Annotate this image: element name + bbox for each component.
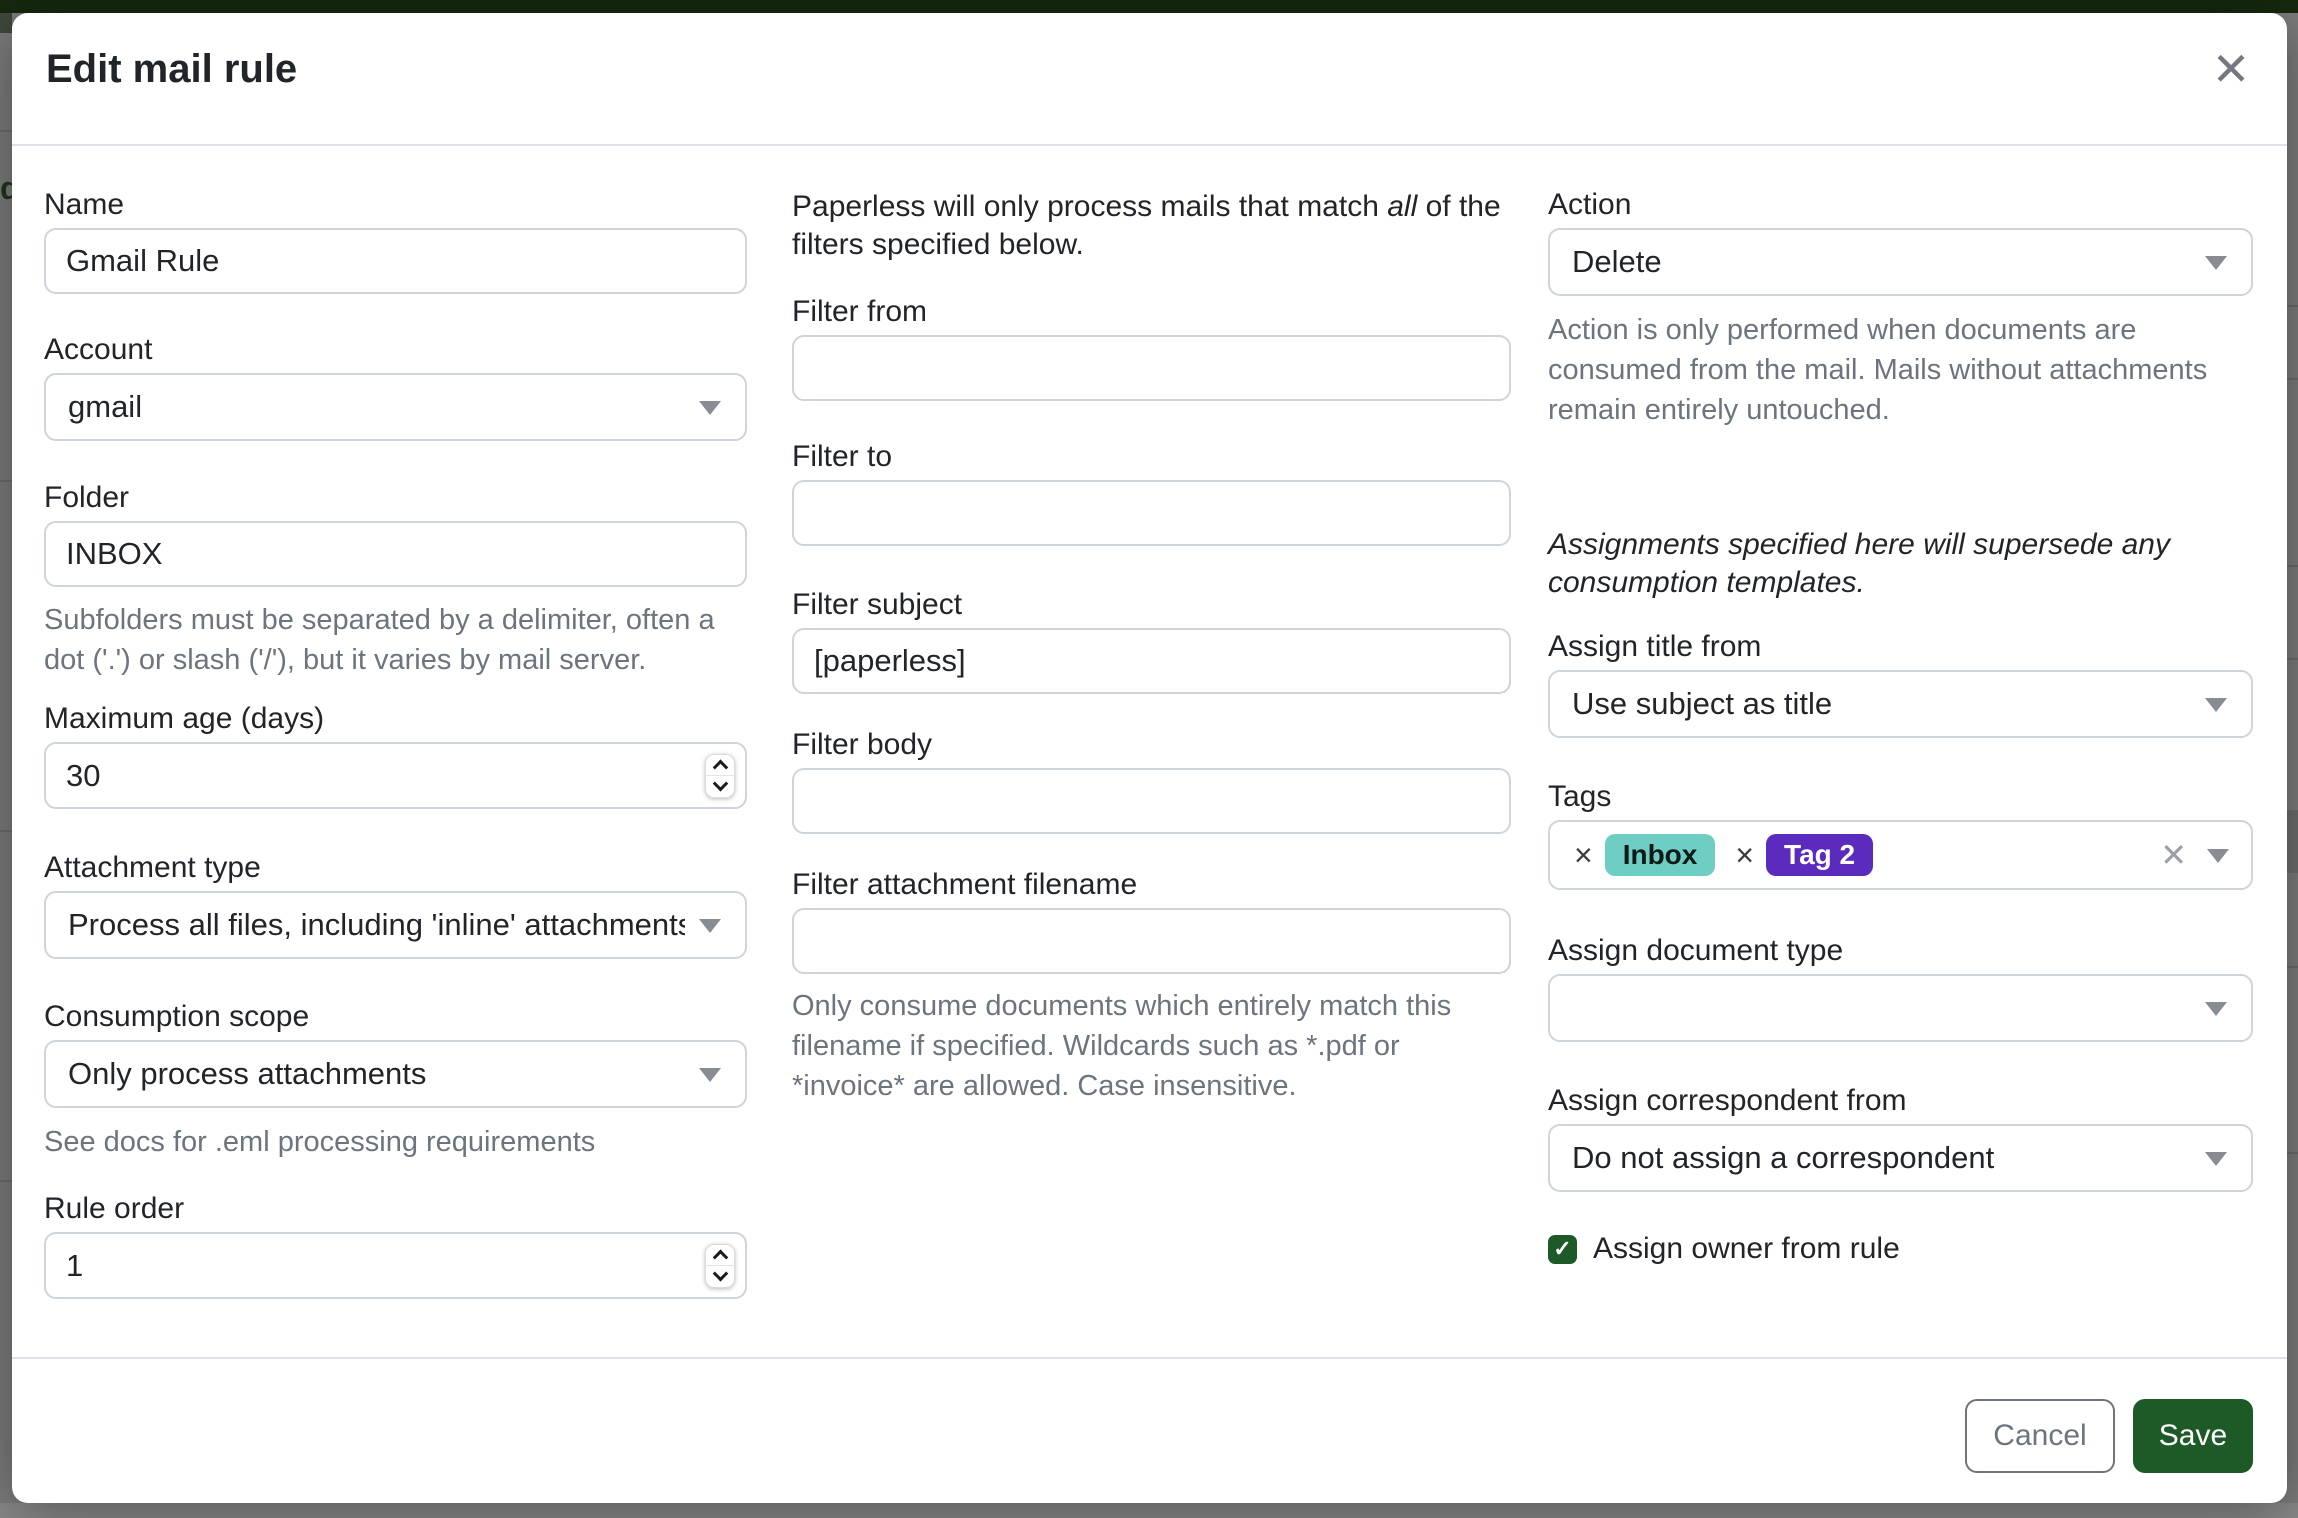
filter-attachment-filename-label: Filter attachment filename <box>792 868 1138 901</box>
backdrop-left-sliver <box>0 13 12 33</box>
assign-correspondent-from-label: Assign correspondent from <box>1548 1084 1907 1117</box>
backdrop-line <box>2287 378 2298 380</box>
filter-to-input[interactable] <box>792 480 1511 546</box>
action-select[interactable]: Delete <box>1548 228 2253 296</box>
attachment-type-select[interactable]: Process all files, including 'inline' at… <box>44 891 747 959</box>
tag-chip[interactable]: Tag 2 <box>1766 834 1874 876</box>
filter-subject-label: Filter subject <box>792 588 963 621</box>
dialog-header: Edit mail rule ✕ <box>12 13 2287 146</box>
assign-title-from-label: Assign title from <box>1548 630 1762 663</box>
name-label: Name <box>44 188 125 221</box>
filter-from-label: Filter from <box>792 295 927 328</box>
rule-order-label: Rule order <box>44 1192 185 1225</box>
close-icon: ✕ <box>2211 43 2251 95</box>
column-filters: Paperless will only process mails that m… <box>792 146 1511 1106</box>
action-label: Action <box>1548 188 1632 221</box>
chevron-down-icon <box>2205 1152 2227 1166</box>
filter-from-input[interactable] <box>792 335 1511 401</box>
check-icon: ✓ <box>1553 1236 1572 1261</box>
backdrop-text-fragment: d <box>0 170 12 206</box>
filters-intro-text: Paperless will only process mails that m… <box>792 190 1501 261</box>
dialog-footer: Cancel Save <box>12 1357 2287 1503</box>
close-button[interactable]: ✕ <box>2199 37 2263 101</box>
clear-tags-icon[interactable]: ✕ <box>2160 837 2187 873</box>
account-label: Account <box>44 333 153 366</box>
filter-to-label: Filter to <box>792 440 893 473</box>
folder-help-text: Subfolders must be separated by a delimi… <box>44 604 715 676</box>
consumption-scope-help-text: See docs for .eml processing requirement… <box>44 1126 596 1158</box>
assign-owner-label: Assign owner from rule <box>1593 1232 1900 1265</box>
backdrop-line <box>2287 658 2298 660</box>
cancel-button[interactable]: Cancel <box>1965 1399 2115 1473</box>
name-input[interactable] <box>44 228 747 294</box>
remove-tag-icon[interactable]: × <box>1574 837 1593 873</box>
assignments-note: Assignments specified here will supersed… <box>1548 528 2170 599</box>
attachment-type-label: Attachment type <box>44 851 261 884</box>
chevron-down-icon <box>699 401 721 415</box>
backdrop-line <box>0 480 12 482</box>
backdrop-line <box>2287 305 2298 307</box>
edit-mail-rule-dialog: Edit mail rule ✕ Name Account gmail Fold… <box>12 13 2287 1503</box>
chevron-down-icon <box>2207 849 2229 863</box>
filter-body-input[interactable] <box>792 768 1511 834</box>
assign-document-type-label: Assign document type <box>1548 934 1844 967</box>
filter-attachment-filename-help-text: Only consume documents which entirely ma… <box>792 990 1452 1102</box>
chevron-down-icon <box>699 919 721 933</box>
dialog-title: Edit mail rule <box>46 47 298 91</box>
column-actions: Action Delete Action is only performed w… <box>1548 146 2253 1266</box>
chevron-down-icon <box>712 1265 728 1282</box>
backdrop-band <box>2287 810 2298 873</box>
filter-subject-input[interactable] <box>792 628 1511 694</box>
page-header-strip <box>0 0 2298 13</box>
backdrop-line <box>2287 1152 2298 1154</box>
chevron-down-icon <box>699 1068 721 1082</box>
number-stepper[interactable] <box>705 753 735 798</box>
action-help-text: Action is only performed when documents … <box>1548 314 2208 426</box>
chevron-down-icon <box>712 775 728 792</box>
number-stepper[interactable] <box>705 1243 735 1288</box>
assign-owner-checkbox[interactable]: ✓ <box>1548 1234 1577 1264</box>
backdrop-line <box>0 1180 12 1182</box>
assign-title-from-select[interactable]: Use subject as title <box>1548 670 2253 738</box>
column-general: Name Account gmail Folder Subfolders mus… <box>44 146 747 1299</box>
filter-attachment-filename-input[interactable] <box>792 908 1511 974</box>
consumption-scope-select[interactable]: Only process attachments <box>44 1040 747 1108</box>
save-button[interactable]: Save <box>2133 1399 2253 1473</box>
tags-select[interactable]: × Inbox × Tag 2 ✕ <box>1548 820 2253 890</box>
backdrop-line <box>0 830 12 832</box>
remove-tag-icon[interactable]: × <box>1735 837 1755 873</box>
tag-chip[interactable]: Inbox <box>1604 834 1716 876</box>
backdrop-line <box>2287 966 2298 968</box>
assign-document-type-select[interactable] <box>1548 974 2253 1042</box>
filter-body-label: Filter body <box>792 728 933 761</box>
chevron-down-icon <box>2205 256 2227 270</box>
tags-label: Tags <box>1548 780 1612 813</box>
folder-input[interactable] <box>44 521 747 587</box>
backdrop-line <box>2287 565 2298 567</box>
chevron-up-icon <box>712 759 728 776</box>
backdrop-line <box>0 130 12 132</box>
consumption-scope-label: Consumption scope <box>44 1000 310 1033</box>
chevron-up-icon <box>712 1249 728 1266</box>
account-select[interactable]: gmail <box>44 373 747 441</box>
chevron-down-icon <box>2205 698 2227 712</box>
backdrop-bottom-strip <box>0 1503 2298 1518</box>
folder-label: Folder <box>44 481 130 514</box>
max-age-input[interactable] <box>44 742 747 809</box>
max-age-label: Maximum age (days) <box>44 702 325 735</box>
rule-order-input[interactable] <box>44 1232 747 1299</box>
chevron-down-icon <box>2205 1002 2227 1016</box>
assign-correspondent-from-select[interactable]: Do not assign a correspondent <box>1548 1124 2253 1192</box>
